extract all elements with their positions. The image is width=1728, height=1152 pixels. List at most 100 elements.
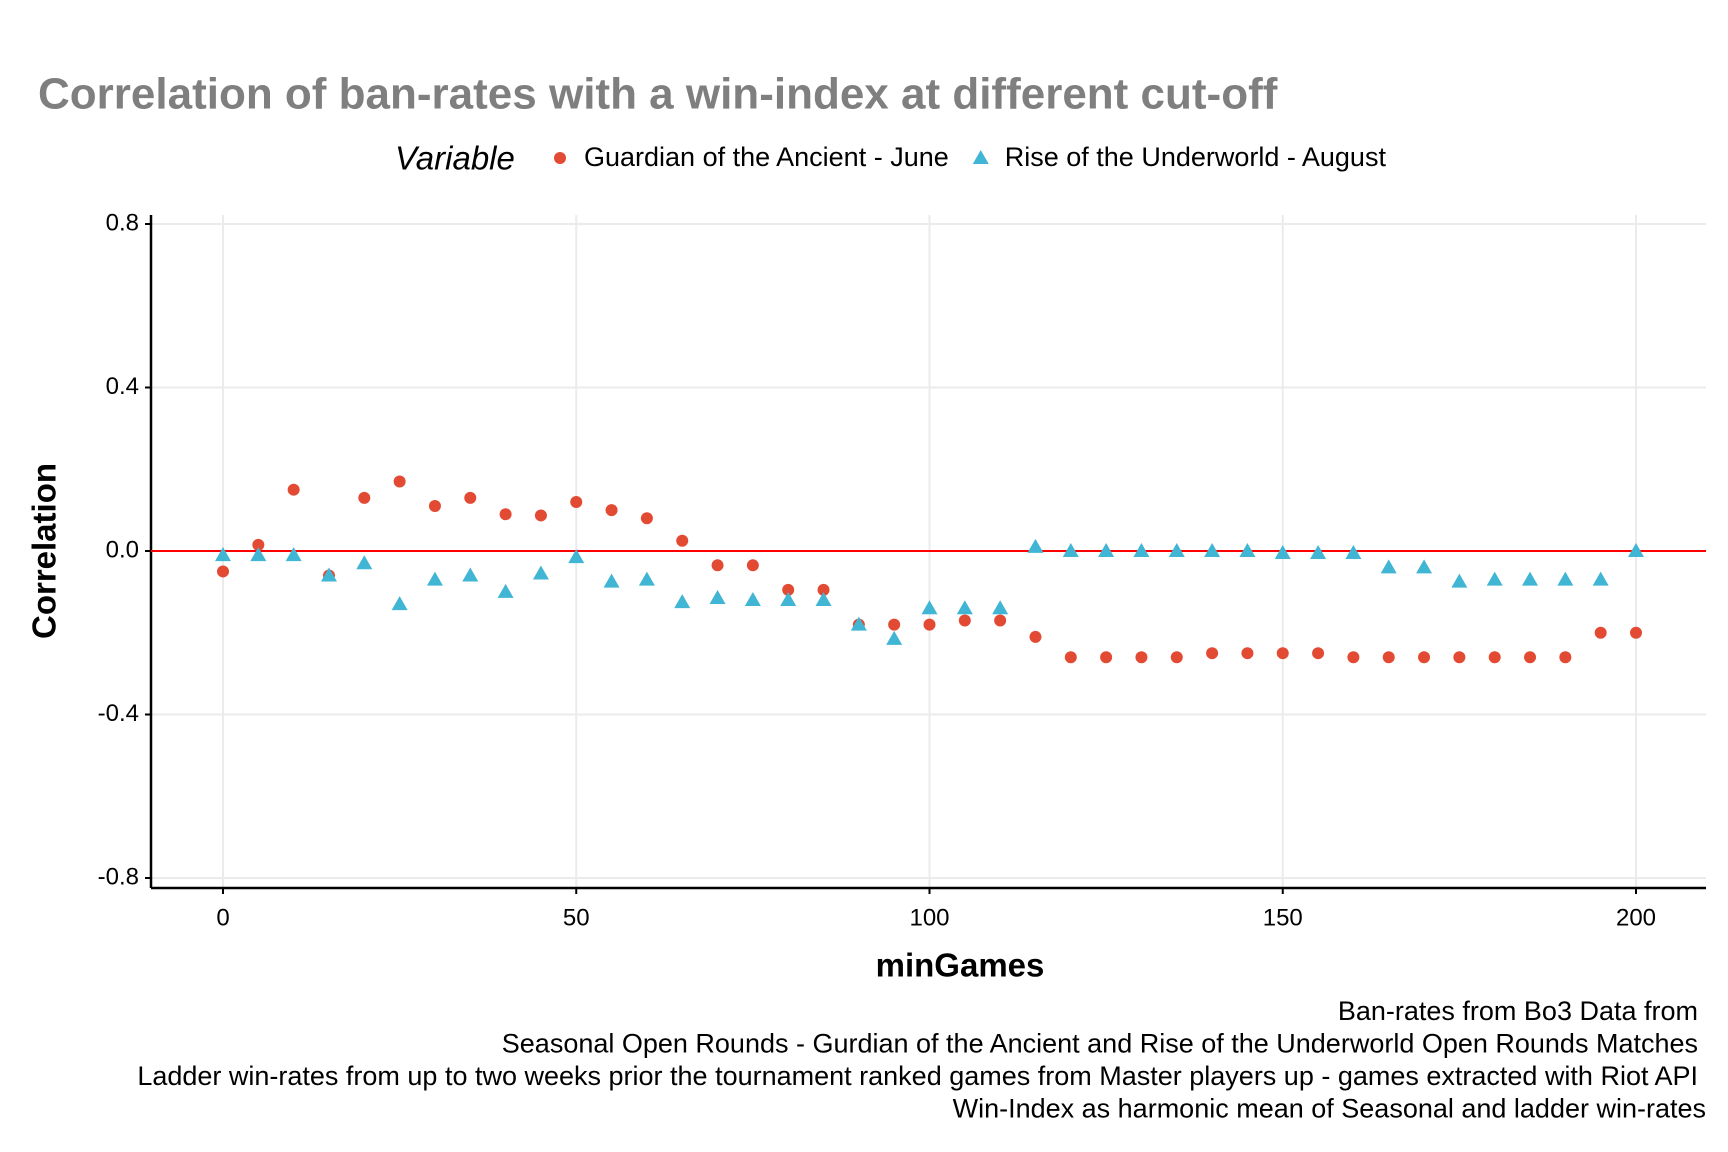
point bbox=[1488, 651, 1501, 664]
point bbox=[780, 592, 797, 607]
point bbox=[1312, 647, 1325, 660]
point bbox=[1310, 545, 1327, 560]
x-tick-label: 200 bbox=[1616, 904, 1656, 931]
point bbox=[1451, 573, 1468, 588]
point bbox=[497, 583, 514, 598]
legend-marker bbox=[972, 150, 989, 164]
point bbox=[1486, 571, 1503, 586]
y-tick-label: -0.8 bbox=[98, 863, 139, 890]
x-axis-label: minGames bbox=[876, 947, 1045, 984]
x-tick-label: 0 bbox=[216, 904, 229, 931]
point bbox=[1274, 545, 1291, 560]
point bbox=[1418, 651, 1431, 664]
point bbox=[532, 565, 549, 580]
point bbox=[1522, 571, 1539, 586]
point bbox=[1380, 559, 1397, 574]
point bbox=[676, 534, 689, 547]
y-tick-label: 0.4 bbox=[106, 373, 139, 400]
point bbox=[1630, 626, 1642, 639]
caption: Ban-rates from Bo3 Data from bbox=[1338, 996, 1698, 1026]
point bbox=[1135, 651, 1148, 664]
point bbox=[1382, 651, 1395, 664]
point bbox=[356, 555, 373, 570]
point bbox=[1100, 651, 1113, 664]
point bbox=[923, 618, 936, 631]
legend: Variable Guardian of the Ancient - June R… bbox=[395, 140, 1386, 177]
point bbox=[782, 583, 795, 596]
point bbox=[428, 500, 441, 513]
point bbox=[1239, 543, 1256, 557]
point bbox=[1453, 651, 1466, 664]
point bbox=[358, 491, 371, 504]
point bbox=[1098, 543, 1115, 557]
caption: Win-Index as harmonic mean of Seasonal a… bbox=[953, 1094, 1706, 1124]
caption: Seasonal Open Rounds - Gurdian of the An… bbox=[502, 1029, 1698, 1059]
point bbox=[1524, 651, 1537, 664]
point bbox=[709, 590, 726, 605]
point bbox=[958, 614, 971, 627]
point bbox=[1628, 543, 1644, 557]
point bbox=[888, 618, 901, 631]
point bbox=[817, 583, 830, 596]
y-tick-label: -0.4 bbox=[98, 700, 139, 727]
point bbox=[1064, 651, 1077, 664]
point bbox=[638, 571, 655, 586]
legend-label: Guardian of the Ancient - June bbox=[584, 142, 949, 172]
point bbox=[886, 630, 903, 645]
point bbox=[815, 592, 832, 607]
point bbox=[1416, 559, 1433, 574]
point bbox=[1276, 647, 1289, 660]
point bbox=[217, 565, 229, 578]
point bbox=[499, 508, 512, 521]
chart-title: Correlation of ban-rates with a win-inde… bbox=[38, 70, 1278, 119]
point bbox=[603, 573, 620, 588]
point bbox=[921, 600, 938, 615]
point bbox=[850, 616, 867, 631]
x-tick-label: 50 bbox=[563, 904, 590, 931]
point bbox=[994, 614, 1007, 627]
point bbox=[570, 495, 583, 508]
legend-label: Rise of the Underworld - August bbox=[1005, 142, 1387, 172]
point bbox=[956, 600, 973, 615]
point bbox=[1062, 543, 1079, 557]
point bbox=[992, 600, 1009, 615]
point bbox=[252, 538, 265, 551]
point bbox=[640, 512, 653, 525]
point bbox=[1168, 543, 1185, 557]
caption: Ladder win-rates from up to two weeks pr… bbox=[137, 1061, 1698, 1091]
point bbox=[285, 547, 302, 562]
point bbox=[1133, 543, 1150, 557]
point bbox=[605, 504, 618, 517]
point bbox=[746, 559, 759, 572]
point bbox=[1347, 651, 1360, 664]
point bbox=[534, 509, 547, 522]
legend-title: Variable bbox=[395, 140, 515, 177]
point bbox=[464, 491, 477, 504]
point bbox=[1594, 626, 1607, 639]
y-axis-label: Correlation bbox=[26, 463, 63, 639]
point bbox=[462, 567, 479, 582]
point bbox=[393, 475, 406, 488]
point bbox=[1592, 571, 1609, 586]
point bbox=[391, 596, 408, 611]
point bbox=[711, 559, 724, 572]
point bbox=[568, 549, 585, 564]
point bbox=[1029, 630, 1042, 643]
point bbox=[250, 547, 267, 562]
point bbox=[744, 592, 761, 607]
point bbox=[426, 571, 443, 586]
point bbox=[320, 567, 337, 582]
x-tick-label: 100 bbox=[909, 904, 949, 931]
y-tick-label: 0.0 bbox=[106, 536, 139, 563]
point bbox=[1345, 545, 1362, 560]
point bbox=[1557, 571, 1574, 586]
point bbox=[215, 547, 231, 562]
point bbox=[1559, 651, 1572, 664]
point bbox=[1204, 543, 1221, 557]
point bbox=[1241, 647, 1254, 660]
legend-marker bbox=[554, 152, 566, 164]
point bbox=[1206, 647, 1219, 660]
x-tick-label: 150 bbox=[1263, 904, 1303, 931]
point bbox=[1027, 538, 1044, 553]
